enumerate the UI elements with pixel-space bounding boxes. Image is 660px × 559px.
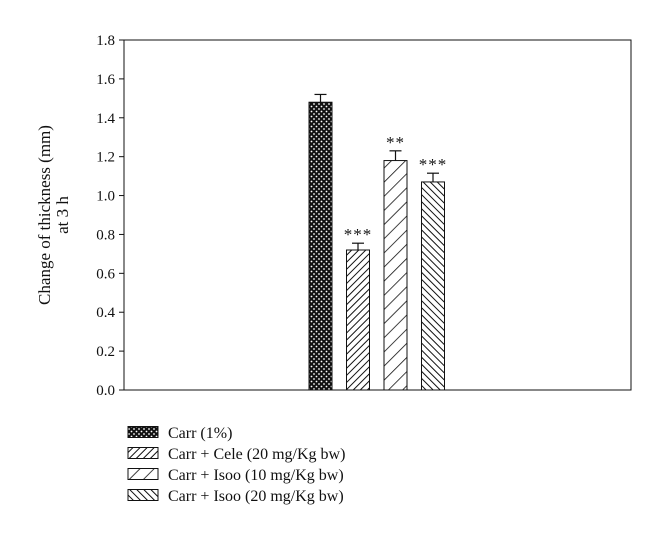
legend-swatch xyxy=(127,489,159,501)
y-tick-label: 1.8 xyxy=(96,33,115,49)
significance-label: ** xyxy=(386,133,405,152)
y-tick-label: 0.2 xyxy=(96,344,115,360)
bar xyxy=(346,249,370,391)
plot-frame xyxy=(123,39,632,391)
legend-swatch xyxy=(127,426,159,438)
y-tick-label: 1.2 xyxy=(96,150,115,166)
y-axis-title: Change of thickness (mm) at 3 h xyxy=(35,125,72,305)
y-axis-title-line-1: Change of thickness (mm) xyxy=(35,125,54,305)
legend-label: Carr + Isoo (10 mg/Kg bw) xyxy=(168,467,344,484)
legend-label: Carr + Isoo (20 mg/Kg bw) xyxy=(168,488,344,505)
legend-swatch xyxy=(127,468,159,480)
bar-series: ******** xyxy=(308,93,448,391)
y-tick-label: 0.0 xyxy=(96,383,115,399)
y-tick-label: 0.6 xyxy=(96,266,115,282)
legend-label: Carr (1%) xyxy=(168,425,232,442)
y-tick-label: 0.8 xyxy=(96,227,115,243)
y-tick-label: 1.0 xyxy=(96,189,115,205)
legend-label: Carr + Cele (20 mg/Kg bw) xyxy=(168,446,345,463)
y-tick-label: 1.6 xyxy=(96,72,115,88)
y-tick-label: 1.4 xyxy=(96,111,115,127)
bar xyxy=(383,160,408,391)
legend-swatch xyxy=(127,447,159,459)
y-axis: 0.0 0.2 0.4 0.6 0.8 1.0 1.2 1.4 1.6 1.8 xyxy=(96,33,124,399)
bar xyxy=(308,101,333,391)
legend: Carr (1%) Carr + Cele (20 mg/Kg bw) Carr +… xyxy=(127,425,345,505)
y-axis-title-line-2: at 3 h xyxy=(53,196,72,234)
significance-label: *** xyxy=(419,155,448,174)
bar xyxy=(421,181,445,391)
y-tick-label: 0.4 xyxy=(96,305,115,321)
significance-label: *** xyxy=(344,225,373,244)
